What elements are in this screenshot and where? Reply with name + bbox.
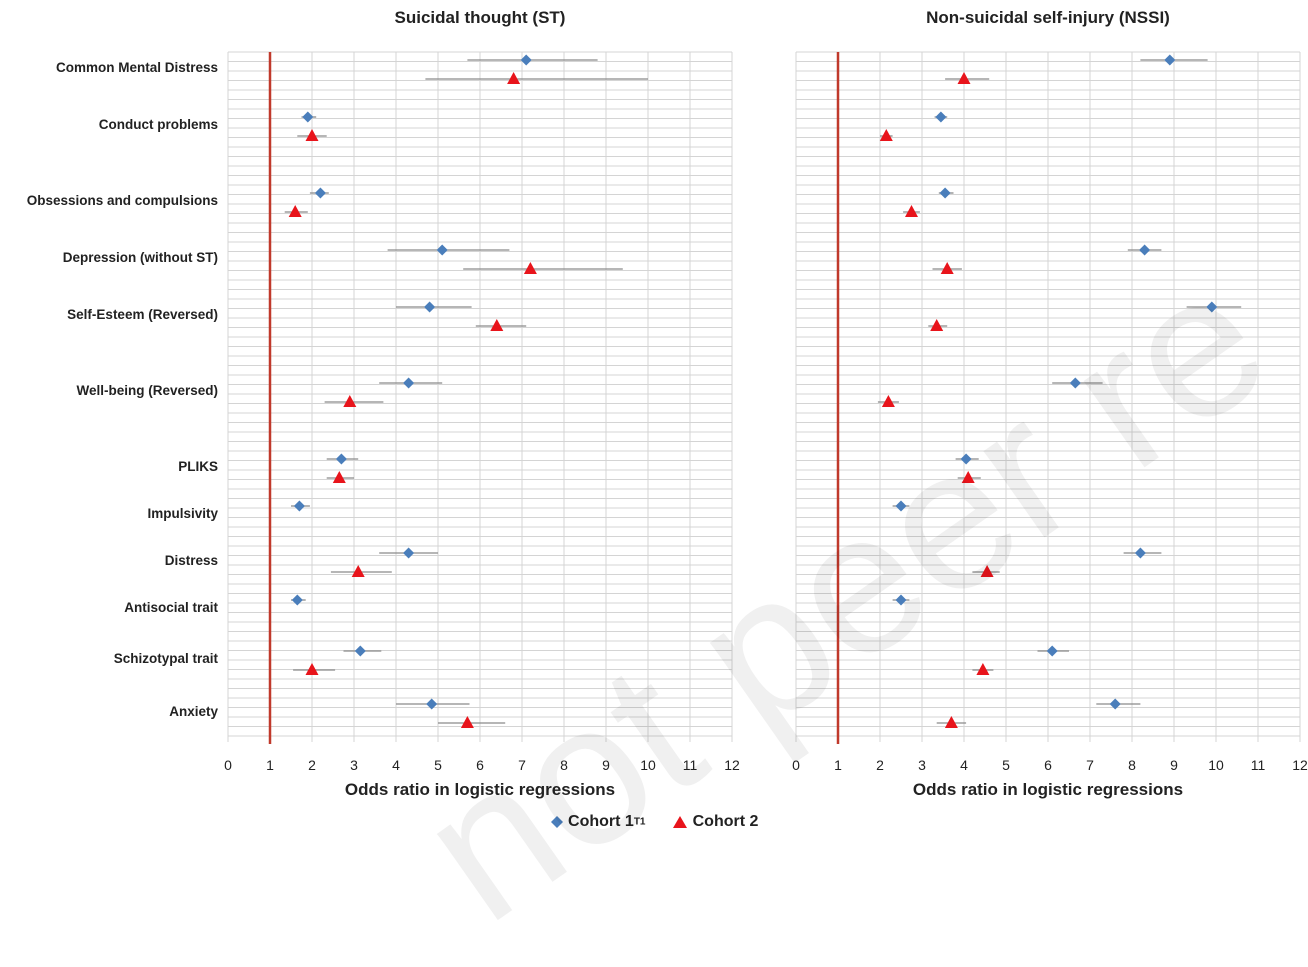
- x-tick-label: 1: [266, 757, 274, 773]
- category-label: Well-being (Reversed): [76, 383, 218, 398]
- cohort1-point: [960, 453, 972, 465]
- cohort2-point: [879, 129, 893, 141]
- x-tick-label: 11: [683, 757, 698, 773]
- category-label: PLIKS: [178, 459, 218, 474]
- cohort1-point: [426, 698, 438, 710]
- x-tick-label: 9: [602, 757, 610, 773]
- cohort1-point: [1069, 377, 1081, 389]
- cohort1-point: [935, 111, 947, 123]
- cohort2-point: [351, 565, 365, 577]
- cohort2-point: [460, 716, 474, 728]
- cohort1-point: [1139, 244, 1151, 256]
- cohort1-point: [939, 187, 951, 199]
- x-tick-label: 5: [434, 757, 442, 773]
- cohort1-point: [1109, 698, 1121, 710]
- x-tick-label: 2: [876, 757, 884, 773]
- x-tick-label: 0: [792, 757, 800, 773]
- category-label: Anxiety: [169, 704, 218, 719]
- cohort2-point: [905, 205, 918, 217]
- cohort2-point: [332, 471, 346, 483]
- cohort1-point: [424, 301, 436, 313]
- x-tick-label: 10: [640, 757, 656, 773]
- x-tick-label: 3: [918, 757, 926, 773]
- category-label: Antisocial trait: [124, 600, 218, 615]
- cohort1-point: [895, 594, 907, 606]
- cohort1-point: [293, 500, 305, 512]
- cohort1-point: [1206, 301, 1218, 313]
- panel-title-nssi: Non-suicidal self-injury (NSSI): [926, 8, 1170, 27]
- cohort2-point: [961, 471, 975, 483]
- legend: Cohort 1T1 Cohort 2: [0, 813, 1308, 831]
- x-tick-label: 6: [1044, 757, 1052, 773]
- cohort2-point: [305, 129, 319, 141]
- x-tick-label: 3: [350, 757, 358, 773]
- legend-diamond-icon: [550, 816, 563, 828]
- x-tick-label: 7: [518, 757, 526, 773]
- cohort1-point: [291, 594, 303, 606]
- x-tick-label: 7: [1086, 757, 1094, 773]
- x-tick-label: 8: [1128, 757, 1136, 773]
- x-axis-label-st: Odds ratio in logistic regressions: [344, 780, 616, 799]
- cohort2-point: [288, 205, 302, 217]
- category-label: Schizotypal trait: [113, 651, 218, 666]
- cohort2-point: [490, 319, 504, 331]
- cohort2-point: [940, 262, 954, 274]
- category-label: Common Mental Distress: [55, 60, 218, 75]
- forest-plot-figure: 0 1 2 3 4 5 6 7 8 9 10 11 12 0 1 2 3 4 5 6 7 8 9 10 11 12: [224, 51, 1308, 773]
- legend-triangle-icon: [673, 816, 688, 828]
- cohort1-point: [403, 377, 415, 389]
- panel-title-st: Suicidal thought (ST): [394, 8, 566, 27]
- cohort2-point: [343, 395, 357, 407]
- cohort2-point: [980, 565, 994, 577]
- cohort2-point: [523, 262, 537, 274]
- cohort2-point: [944, 716, 958, 728]
- category-label: Conduct problems: [98, 117, 218, 132]
- x-tick-label: 5: [1002, 757, 1010, 773]
- cohort2-point: [976, 663, 990, 675]
- x-tick-label: 12: [1292, 757, 1308, 773]
- x-tick-label: 0: [224, 757, 232, 773]
- cohort1-point: [354, 645, 366, 657]
- x-tick-label: 12: [724, 757, 740, 773]
- cohort2-point: [507, 72, 521, 84]
- category-label: Depression (without ST): [62, 250, 218, 265]
- cohort2-point: [930, 319, 944, 331]
- cohort2-point: [881, 395, 895, 407]
- category-label: Obsessions and compulsions: [26, 193, 218, 208]
- cohort1-point: [1046, 645, 1058, 657]
- x-tick-label: 6: [476, 757, 484, 773]
- legend-cohort1-label: Cohort 1: [568, 813, 634, 830]
- x-tick-label: 8: [560, 757, 568, 773]
- x-tick-label: 10: [1208, 757, 1224, 773]
- x-tick-label: 4: [960, 757, 968, 773]
- data-marks: [268, 52, 1242, 744]
- cohort1-point: [314, 187, 326, 199]
- cohort2-point: [305, 663, 319, 675]
- category-label: Self-Esteem (Reversed): [67, 307, 218, 322]
- cohort1-point: [403, 547, 415, 559]
- x-tick-label: 11: [1251, 757, 1266, 773]
- gridlines: 0 1 2 3 4 5 6 7 8 9 10 11 12 0 1 2 3 4 5 6 7 8 9 10 11 12: [224, 51, 1308, 773]
- cohort1-point: [436, 244, 448, 256]
- x-tick-label: 1: [834, 757, 842, 773]
- cohort1-point: [520, 54, 532, 66]
- legend-cohort1-subscript: T1: [633, 816, 646, 828]
- category-label: Distress: [164, 553, 218, 568]
- x-tick-label: 4: [392, 757, 400, 773]
- x-axis-label-nssi: Odds ratio in logistic regressions: [912, 780, 1184, 799]
- x-tick-label: 2: [308, 757, 316, 773]
- legend-cohort2-label: Cohort 2: [692, 813, 759, 830]
- cohort2-point: [957, 72, 971, 84]
- cohort1-point: [302, 111, 314, 123]
- cohort1-point: [335, 453, 347, 465]
- x-tick-label: 9: [1170, 757, 1178, 773]
- category-label: Impulsivity: [147, 506, 218, 521]
- cohort1-point: [1164, 54, 1176, 66]
- cohort1-point: [895, 500, 907, 512]
- cohort1-point: [1134, 547, 1146, 559]
